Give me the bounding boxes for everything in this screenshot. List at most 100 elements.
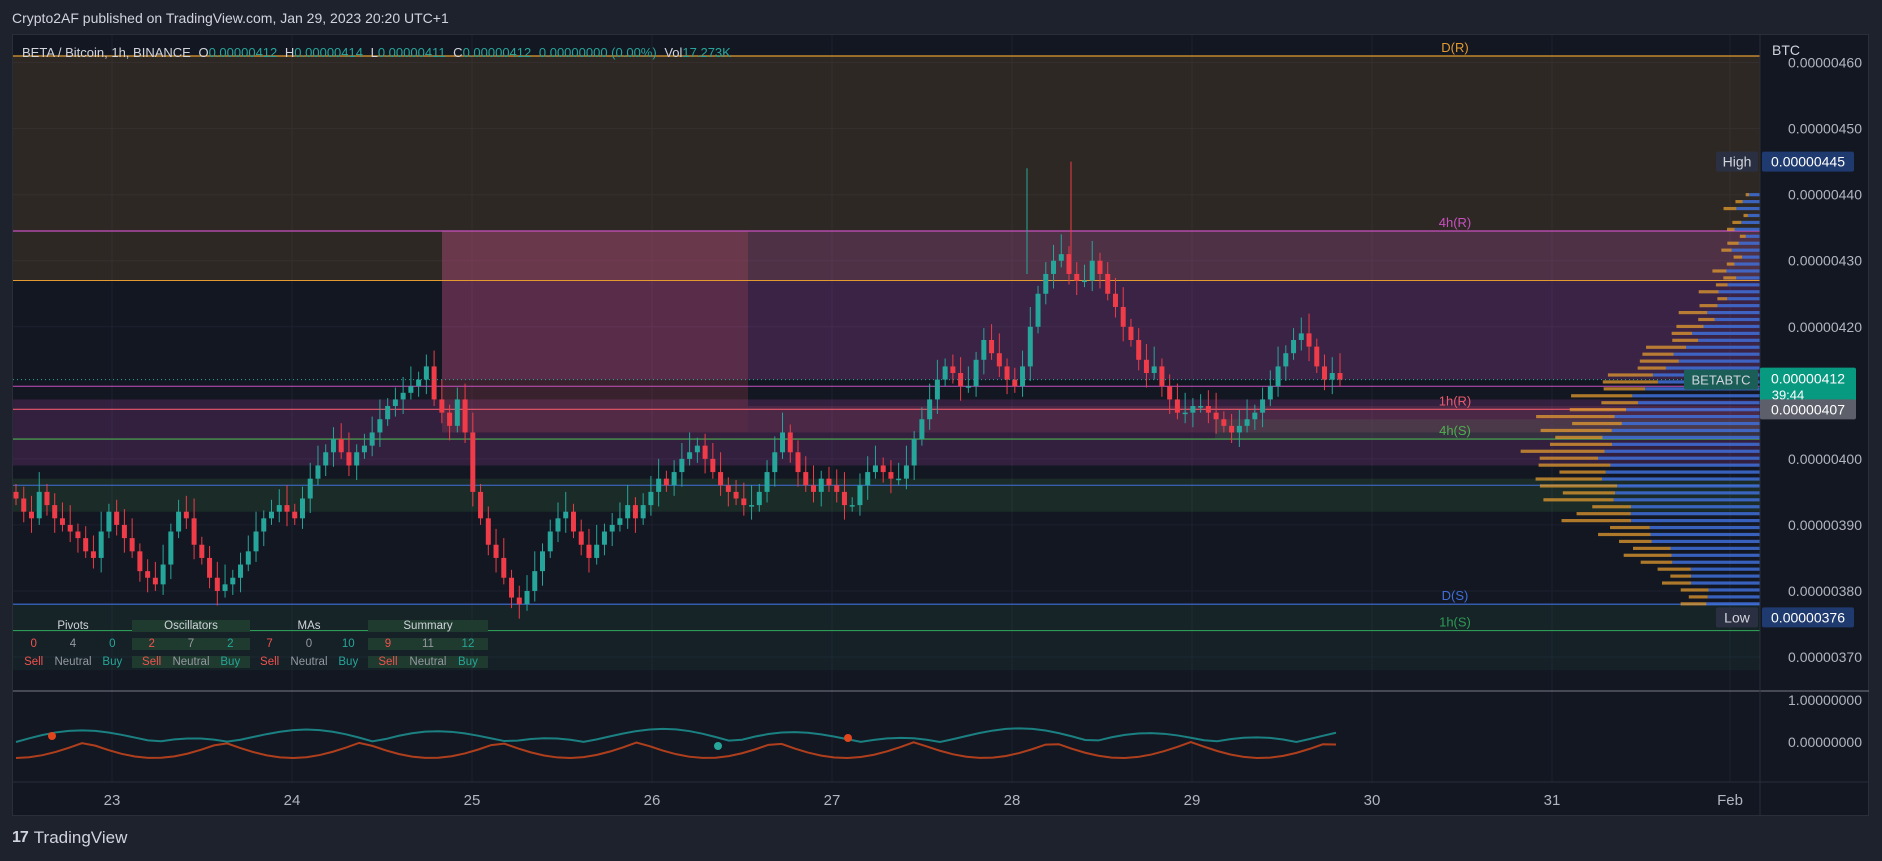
- technicals-cell: 0: [305, 638, 313, 650]
- candle-body: [834, 485, 840, 492]
- candle-body: [439, 399, 445, 413]
- technicals-cell: 11: [407, 638, 448, 650]
- technicals-cell: Buy: [447, 656, 488, 668]
- volume-profile-bar: [1661, 581, 1691, 585]
- volume-profile-bar: [1632, 394, 1760, 398]
- volume-profile-bar: [1698, 338, 1760, 342]
- volume-profile-bar: [1621, 421, 1760, 426]
- candle-body: [1004, 366, 1010, 380]
- candle-body: [958, 373, 964, 387]
- time-tick-label: 25: [464, 792, 481, 809]
- volume-profile-bar: [1699, 304, 1718, 308]
- candle-body: [1167, 386, 1173, 400]
- volume-profile-bar: [1733, 255, 1743, 259]
- technicals-widget: Pivots Oscillators MAs Summary 0 4 0 2 7 2 7 0 10 9 11…: [14, 617, 488, 671]
- volume-profile-bar: [1732, 220, 1742, 225]
- candle-body: [679, 458, 685, 473]
- symbol-line: BETA / Bitcoin, 1h, BINANCE: [22, 45, 191, 60]
- candle-body: [361, 445, 367, 453]
- candle-body: [509, 577, 515, 598]
- volume-profile-bar: [1619, 539, 1652, 544]
- candle-body: [1058, 254, 1064, 261]
- candle-body: [865, 472, 871, 486]
- candle-body: [129, 538, 135, 552]
- candle-body: [36, 491, 42, 519]
- volume-profile-bar: [1617, 484, 1760, 488]
- level-label: D(S): [1442, 588, 1469, 603]
- candle-body: [75, 531, 81, 539]
- high-label: H: [284, 45, 295, 60]
- candle-body: [803, 472, 809, 486]
- volume-profile-bar: [1607, 373, 1653, 377]
- candle-body: [338, 439, 344, 453]
- candle-body: [137, 551, 143, 572]
- volume-profile-bar: [1673, 352, 1760, 356]
- volume-profile-bar: [1623, 553, 1672, 557]
- price-tick-label: 0.00000370: [1788, 649, 1862, 665]
- oscillator-signal-dot: [844, 734, 852, 742]
- technicals-cell: Neutral: [407, 656, 448, 668]
- candle-body: [392, 399, 398, 407]
- high-value: 0.00000414: [294, 45, 363, 60]
- ref-price-badge: [1760, 399, 1856, 420]
- candle-body: [795, 452, 801, 473]
- candle-body: [454, 399, 460, 426]
- technicals-header: MAs: [297, 620, 321, 632]
- ohlc-legend: BETA / Bitcoin, 1h, BINANCE O0.00000412 …: [22, 45, 735, 60]
- candle-body: [346, 452, 352, 466]
- pivot-zone: [442, 231, 748, 433]
- candle-body: [749, 505, 755, 507]
- volume-profile-bar: [1569, 408, 1627, 412]
- level-label: 1h(S): [1439, 615, 1471, 630]
- candle-body: [238, 564, 244, 578]
- candle-body: [601, 531, 607, 545]
- volume-profile-bar: [1637, 401, 1760, 405]
- candle-body: [981, 339, 987, 360]
- volume-profile-bar: [1543, 498, 1614, 502]
- candle-body: [702, 445, 708, 459]
- candle-body: [1074, 273, 1080, 281]
- volume-profile-bar: [1539, 484, 1618, 488]
- change-value: 0.00000000 (0.00%): [538, 45, 657, 60]
- technicals-words-row: Sell Neutral Buy Sell Neutral Buy Sell Neutral B…: [14, 653, 488, 671]
- price-tick-label: 0.00000380: [1788, 583, 1862, 599]
- volume-profile-bar: [1698, 317, 1715, 322]
- volume-profile-bar: [1723, 206, 1737, 211]
- technicals-cell: Neutral: [54, 656, 92, 668]
- candle-body: [1112, 293, 1118, 307]
- candle-body: [1151, 366, 1157, 374]
- volume-profile-bar: [1602, 435, 1760, 440]
- candle-body: [640, 505, 646, 519]
- candle-body: [872, 465, 878, 473]
- technicals-cell: Sell: [24, 656, 44, 668]
- candle-body: [532, 571, 538, 591]
- level-label: 4h(R): [1439, 215, 1472, 230]
- price-tick-label: 0.00000400: [1788, 451, 1862, 467]
- time-tick-label: 31: [1544, 792, 1561, 809]
- volume-profile-bar: [1727, 241, 1739, 245]
- low-value-badge: [1762, 607, 1854, 628]
- low-label: Low: [1724, 609, 1751, 625]
- candle-body: [1012, 379, 1018, 387]
- candle-body: [609, 524, 615, 532]
- candle-body: [710, 458, 716, 473]
- candle-body: [896, 478, 902, 481]
- volume-profile-bar: [1614, 415, 1760, 419]
- candle-body: [183, 511, 189, 519]
- volume-profile-bar: [1598, 456, 1760, 460]
- volume-profile-bar: [1727, 283, 1760, 287]
- candle-body: [207, 557, 213, 578]
- volume-profile-bar: [1676, 324, 1704, 329]
- volume-profile-bar: [1690, 567, 1760, 571]
- time-tick-label: 23: [104, 792, 121, 809]
- volume-profile-bar: [1657, 567, 1691, 571]
- volume-profile-bar: [1651, 539, 1760, 544]
- low-value: 0.00000376: [1771, 609, 1845, 625]
- candle-body: [269, 511, 275, 519]
- volume-profile-bar: [1743, 213, 1748, 218]
- candle-body: [1182, 412, 1188, 415]
- candle-body: [888, 472, 894, 479]
- candle-body: [516, 597, 522, 605]
- volume-profile-bar: [1637, 366, 1666, 370]
